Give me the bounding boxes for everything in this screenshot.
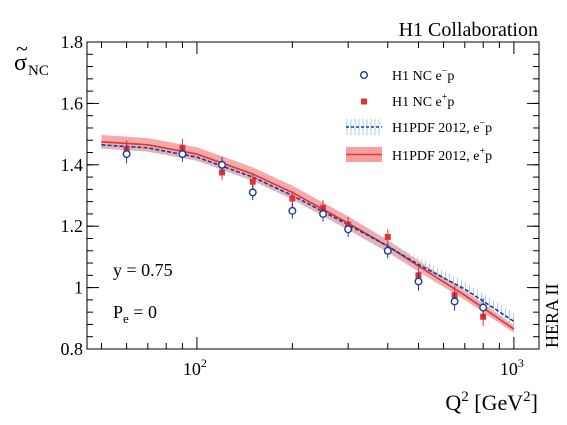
point-em — [383, 246, 392, 255]
legend-label-em-data: H1 NC e−p — [392, 66, 454, 84]
point-em — [178, 150, 187, 159]
y-axis-label-main: σ — [14, 50, 27, 76]
x-tick-label: 103 — [500, 356, 524, 379]
legend-entry-em-pdf: H1PDF 2012, e−p — [346, 118, 492, 136]
annotation-y: y = 0.75 — [113, 260, 173, 280]
y-tick-label: 1.6 — [61, 93, 84, 113]
annotation-pe-base: P — [113, 302, 123, 322]
x-axis-label-base: Q — [445, 390, 461, 415]
legend: H1 NC e−p H1 NC e+p H1PDF 2012, e−p H1PD… — [346, 66, 492, 164]
y-tick-label: 1.4 — [61, 155, 84, 175]
series-ep — [123, 138, 487, 326]
x-tick-label: 102 — [183, 356, 207, 379]
legend-entry-ep-pdf: H1PDF 2012, e+p — [346, 146, 492, 164]
x-axis-label: Q2 [GeV2] — [445, 389, 538, 415]
legend-entry-em-data: H1 NC e−p — [360, 66, 454, 84]
legend-label-ep-pdf: H1PDF 2012, e+p — [392, 146, 492, 164]
y-tick-label: 0.8 — [61, 339, 84, 359]
legend-marker-ep-data — [361, 98, 367, 105]
point-ep — [289, 195, 296, 202]
axes: 0.8 1 1.2 1.4 1.6 1.8 102 103 — [61, 32, 539, 379]
point-ep — [249, 178, 256, 185]
y-axis-label: ~ σ NC — [14, 36, 49, 79]
point-ep — [219, 169, 226, 176]
y-tick-label: 1.2 — [61, 216, 84, 236]
y-axis-label-tilde: ~ — [16, 36, 28, 61]
annotation-pe: Pe = 0 — [113, 302, 157, 326]
point-em — [344, 225, 353, 234]
x-axis-label-sup: 2 — [461, 389, 469, 405]
legend-marker-em-data — [360, 70, 369, 79]
side-label: HERA II — [542, 284, 562, 349]
point-em — [479, 303, 488, 312]
point-ep — [384, 233, 391, 240]
series-em — [122, 144, 488, 317]
x-axis-label-unit-open: [GeV — [474, 390, 523, 415]
point-em — [450, 297, 459, 306]
point-em — [248, 188, 257, 197]
legend-label-em-pdf: H1PDF 2012, e−p — [392, 118, 492, 136]
point-em — [218, 160, 227, 169]
annotation-pe-sub: e — [123, 311, 129, 326]
y-tick-label: 1.8 — [61, 32, 84, 52]
y-tick-label: 1 — [74, 278, 83, 298]
legend-entry-ep-data: H1 NC e+p — [361, 92, 454, 110]
annotation-pe-rest: = 0 — [129, 302, 157, 322]
x-axis-label-unit-sup: 2 — [523, 389, 531, 405]
data-points — [122, 138, 488, 326]
plot-frame — [86, 41, 540, 350]
point-em — [414, 277, 423, 286]
chart-title: H1 Collaboration — [399, 19, 538, 41]
y-axis-label-sub: NC — [28, 63, 49, 79]
x-axis-label-unit-close: ] — [531, 390, 538, 415]
point-em — [319, 209, 328, 218]
legend-label-ep-data: H1 NC e+p — [392, 92, 454, 110]
point-em — [122, 150, 131, 159]
point-em — [288, 206, 297, 215]
plot-area — [101, 135, 515, 333]
